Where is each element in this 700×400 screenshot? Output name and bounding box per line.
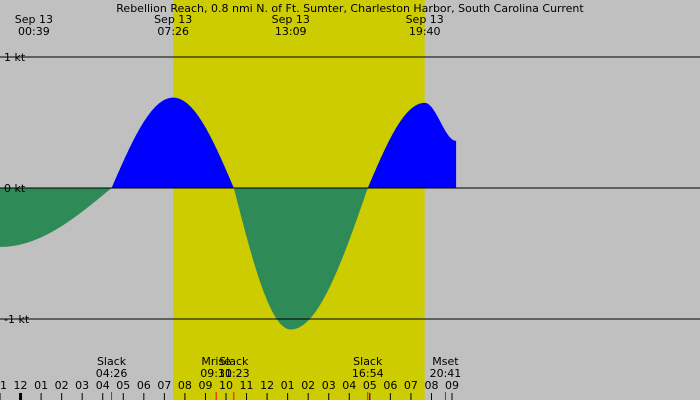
hour-tick-label: 04 <box>96 379 110 392</box>
ebb-area <box>234 188 368 330</box>
event-name-label: Mset <box>432 355 459 368</box>
peak-time-label: 13:09 <box>275 25 307 38</box>
hour-tick-label: 05 <box>116 379 130 392</box>
peak-time-label: 19:40 <box>409 25 441 38</box>
event-name-label: Mrise <box>201 355 231 368</box>
event-name-label: Slack <box>97 355 127 368</box>
flood-area <box>368 102 457 188</box>
hour-tick-label: 03 <box>322 379 336 392</box>
peak-date-label: Sep 13 <box>154 13 192 26</box>
peak-date-label: Sep 13 <box>272 13 310 26</box>
event-time-label: 10:23 <box>218 367 250 380</box>
event-time-label: 09:31 <box>200 367 232 380</box>
hour-tick-label: 12 <box>260 379 274 392</box>
peak-date-label: Sep 13 <box>406 13 444 26</box>
hour-tick-label: 01 <box>34 379 48 392</box>
y-tick-label: -1 kt <box>4 313 30 326</box>
hour-tick-label: 05 <box>363 379 377 392</box>
hour-tick-label: 01 <box>281 379 295 392</box>
hour-tick-label: 03 <box>75 379 89 392</box>
hour-tick-label: 09 <box>445 379 459 392</box>
current-areas <box>0 97 457 330</box>
peak-date-label: Sep 13 <box>15 13 53 26</box>
event-name-label: Slack <box>353 355 383 368</box>
event-labels: Slack04:26Mrise09:31Slack10:23Slack16:54… <box>96 355 462 400</box>
hour-tick-label: 11 <box>240 379 254 392</box>
hour-tick-label: 07 <box>404 379 418 392</box>
event-time-label: 16:54 <box>352 367 384 380</box>
y-tick-label: 1 kt <box>4 51 26 64</box>
event-time-label: 04:26 <box>96 367 128 380</box>
hour-tick-label: 12 <box>14 379 28 392</box>
hour-tick-label: 11 <box>0 379 7 392</box>
hour-tick-label: 02 <box>301 379 315 392</box>
event-time-label: 20:41 <box>430 367 462 380</box>
ebb-area <box>0 188 112 247</box>
peak-time-label: 00:39 <box>18 25 50 38</box>
hour-tick-label: 08 <box>424 379 438 392</box>
peak-time-label: 07:26 <box>157 25 189 38</box>
hour-tick-label: 02 <box>55 379 69 392</box>
hour-tick-label: 06 <box>137 379 151 392</box>
hour-tick-label: 08 <box>178 379 192 392</box>
hour-axis: 11 12 01 02 03 04 05 06 07 08 09 10 11 12 01 02 03 04 05 06… <box>0 379 459 400</box>
hour-tick-label: 07 <box>157 379 171 392</box>
hour-tick-label: 06 <box>383 379 397 392</box>
y-tick-label: 0 kt <box>4 182 26 195</box>
flood-area <box>111 97 234 188</box>
hour-tick-label: 10 <box>219 379 233 392</box>
event-name-label: Slack <box>219 355 249 368</box>
hour-tick-label: 09 <box>198 379 212 392</box>
speed-gridlines: 1 kt 0 kt -1 kt <box>0 51 700 326</box>
hour-tick-label: 04 <box>342 379 356 392</box>
chart-title: Rebellion Reach, 0.8 nmi N. of Ft. Sumte… <box>116 2 584 15</box>
